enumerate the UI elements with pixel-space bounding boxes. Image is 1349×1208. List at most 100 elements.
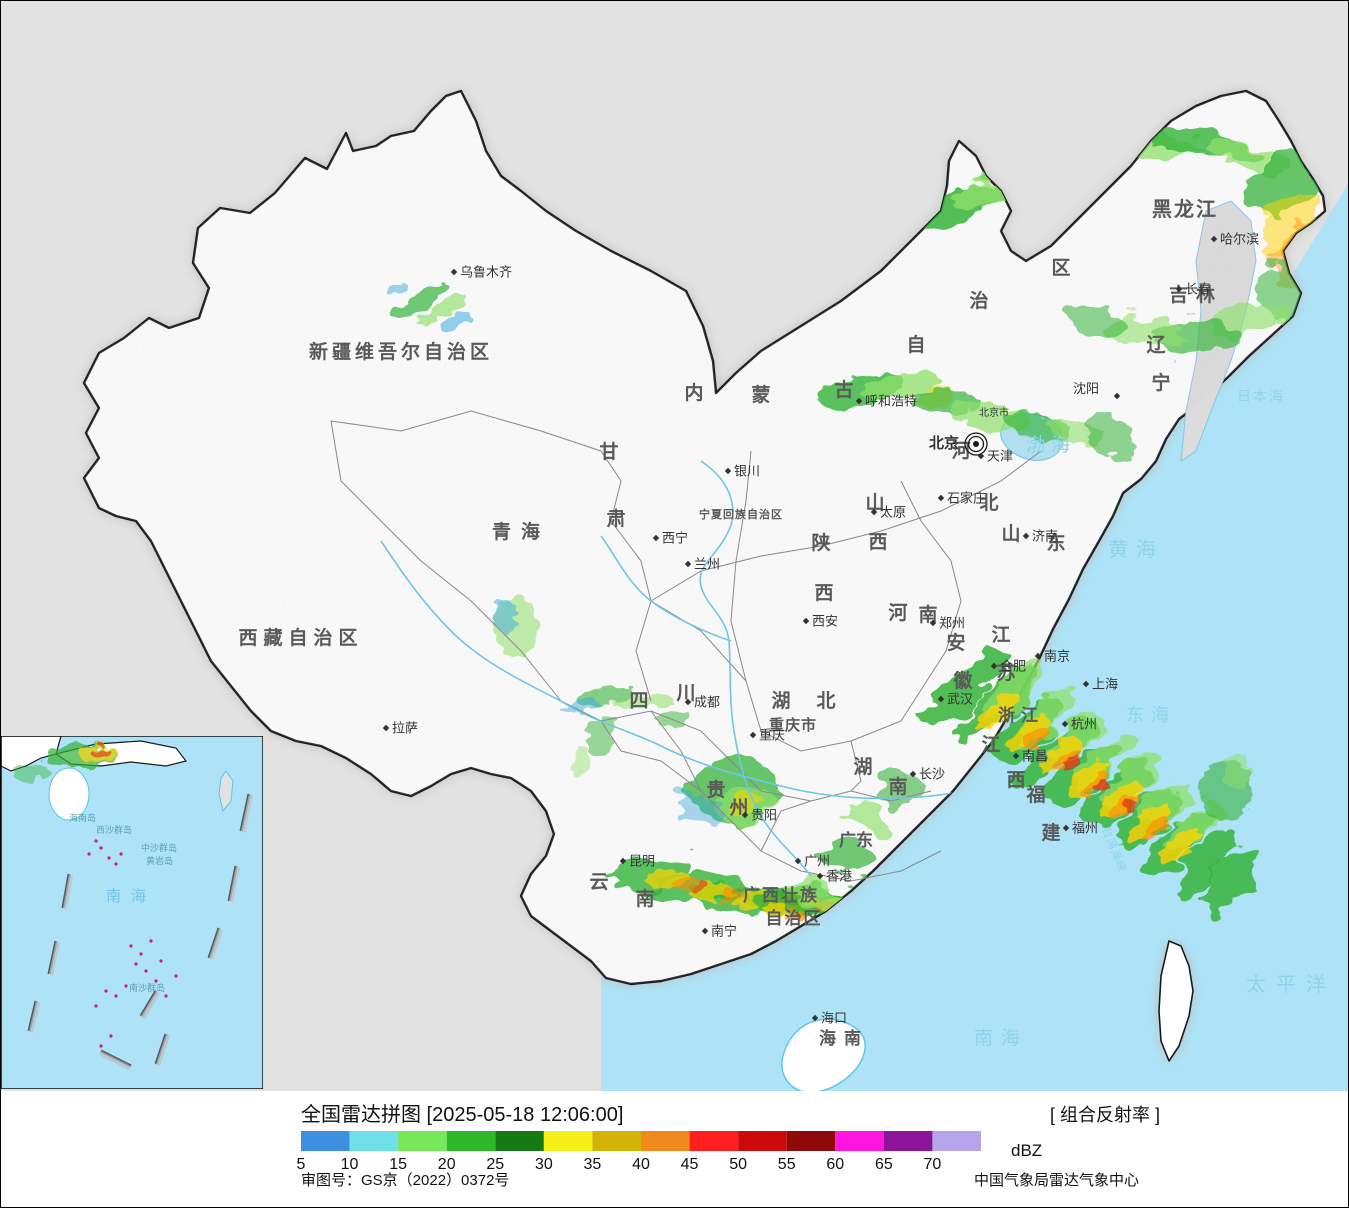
svg-text:石家庄: 石家庄 xyxy=(947,491,986,506)
svg-text:哈尔滨: 哈尔滨 xyxy=(1220,232,1259,247)
svg-text:青海: 青海 xyxy=(492,520,550,543)
svg-text:济南: 济南 xyxy=(1032,529,1058,544)
svg-text:河: 河 xyxy=(888,602,907,624)
svg-text:湖: 湖 xyxy=(853,756,872,778)
svg-text:西: 西 xyxy=(868,532,887,553)
svg-text:30: 30 xyxy=(535,1156,553,1173)
svg-text:香港: 香港 xyxy=(826,869,852,884)
svg-text:贵: 贵 xyxy=(706,779,725,801)
svg-text:山: 山 xyxy=(1001,523,1020,545)
svg-text:银川: 银川 xyxy=(734,464,760,479)
svg-text:古: 古 xyxy=(834,378,853,401)
svg-text:黄岩岛: 黄岩岛 xyxy=(146,855,173,866)
svg-text:西沙群岛: 西沙群岛 xyxy=(96,824,132,835)
svg-text:西藏自治区: 西藏自治区 xyxy=(238,626,363,649)
svg-text:海口: 海口 xyxy=(821,1011,847,1026)
svg-text:区: 区 xyxy=(1051,258,1070,279)
svg-text:治: 治 xyxy=(969,289,988,312)
svg-text:云: 云 xyxy=(589,872,608,893)
svg-text:呼和浩特: 呼和浩特 xyxy=(865,394,917,409)
svg-text:沈阳: 沈阳 xyxy=(1073,381,1099,396)
svg-text:[ 组合反射率 ]: [ 组合反射率 ] xyxy=(1050,1105,1160,1125)
svg-text:郑州: 郑州 xyxy=(939,616,965,631)
svg-text:昆明: 昆明 xyxy=(629,854,655,869)
svg-text:审图号：GS京（2022）0372号: 审图号：GS京（2022）0372号 xyxy=(301,1172,509,1189)
svg-text:55: 55 xyxy=(778,1156,796,1173)
svg-text:陕: 陕 xyxy=(811,531,830,554)
svg-text:湖: 湖 xyxy=(771,690,790,712)
svg-text:江: 江 xyxy=(981,734,1000,756)
svg-text:江: 江 xyxy=(991,624,1010,646)
svg-text:武汉: 武汉 xyxy=(947,692,973,707)
svg-text:宁: 宁 xyxy=(1151,371,1170,394)
svg-text:海南: 海南 xyxy=(819,1028,869,1048)
svg-text:50: 50 xyxy=(729,1156,747,1173)
svg-text:南宁: 南宁 xyxy=(711,924,737,939)
svg-text:西: 西 xyxy=(1006,770,1025,791)
svg-text:南: 南 xyxy=(635,888,654,910)
svg-text:南沙群岛: 南沙群岛 xyxy=(129,982,165,993)
svg-text:25: 25 xyxy=(486,1156,504,1173)
svg-text:乌鲁木齐: 乌鲁木齐 xyxy=(460,265,512,280)
svg-text:建: 建 xyxy=(1041,821,1060,844)
svg-text:60: 60 xyxy=(826,1156,844,1173)
svg-text:西: 西 xyxy=(814,583,833,604)
svg-text:重庆: 重庆 xyxy=(759,728,785,743)
svg-text:北京市: 北京市 xyxy=(979,406,1009,419)
svg-text:西安: 西安 xyxy=(812,614,838,629)
svg-text:蒙: 蒙 xyxy=(751,384,770,406)
svg-text:黄海: 黄海 xyxy=(1108,538,1164,561)
svg-text:徽: 徽 xyxy=(952,669,973,692)
svg-text:广西壮族: 广西壮族 xyxy=(743,885,819,905)
svg-text:贵阳: 贵阳 xyxy=(751,808,777,823)
svg-text:东海: 东海 xyxy=(1126,705,1176,725)
svg-text:黑龙江: 黑龙江 xyxy=(1152,197,1218,221)
svg-text:65: 65 xyxy=(875,1156,893,1173)
svg-text:35: 35 xyxy=(584,1156,602,1173)
svg-text:5: 5 xyxy=(297,1156,306,1173)
svg-text:南海: 南海 xyxy=(106,888,156,905)
svg-text:中国气象局雷达气象中心: 中国气象局雷达气象中心 xyxy=(974,1172,1139,1189)
svg-text:南京: 南京 xyxy=(1044,649,1070,664)
svg-text:自: 自 xyxy=(906,333,925,356)
svg-text:安: 安 xyxy=(946,631,965,654)
svg-text:15: 15 xyxy=(389,1156,407,1173)
svg-text:日本海: 日本海 xyxy=(1237,388,1285,404)
svg-text:肃: 肃 xyxy=(606,507,625,530)
svg-text:40: 40 xyxy=(632,1156,650,1173)
svg-text:70: 70 xyxy=(924,1156,942,1173)
svg-text:dBZ: dBZ xyxy=(1011,1141,1042,1160)
svg-text:宁夏回族自治区: 宁夏回族自治区 xyxy=(699,507,783,521)
svg-text:中沙群岛: 中沙群岛 xyxy=(141,842,177,853)
svg-text:北京: 北京 xyxy=(929,434,959,452)
svg-text:川: 川 xyxy=(675,683,695,704)
svg-text:自治区: 自治区 xyxy=(766,908,823,928)
svg-text:辽: 辽 xyxy=(1146,334,1165,356)
svg-text:45: 45 xyxy=(681,1156,699,1173)
svg-text:全国雷达拼图 [2025-05-18 12:06:00]: 全国雷达拼图 [2025-05-18 12:06:00] xyxy=(301,1103,623,1126)
svg-text:内: 内 xyxy=(684,381,703,404)
svg-text:广东: 广东 xyxy=(839,830,873,850)
svg-text:南昌: 南昌 xyxy=(1022,749,1048,764)
svg-text:甘: 甘 xyxy=(599,441,618,463)
svg-text:海南岛: 海南岛 xyxy=(69,812,96,823)
svg-text:合肥: 合肥 xyxy=(1000,659,1026,674)
svg-text:太平洋: 太平洋 xyxy=(1246,973,1336,996)
svg-text:福州: 福州 xyxy=(1072,821,1098,836)
svg-text:太原: 太原 xyxy=(880,505,906,520)
svg-text:20: 20 xyxy=(438,1156,456,1173)
svg-text:福: 福 xyxy=(1025,783,1045,806)
svg-text:四: 四 xyxy=(629,691,648,712)
svg-text:北: 北 xyxy=(816,690,835,712)
svg-text:南海: 南海 xyxy=(974,1027,1028,1049)
svg-text:10: 10 xyxy=(341,1156,359,1173)
svg-text:新疆维吾尔自治区: 新疆维吾尔自治区 xyxy=(309,340,493,363)
svg-text:渤海: 渤海 xyxy=(1026,434,1076,456)
svg-text:成都: 成都 xyxy=(694,695,720,710)
svg-text:上海: 上海 xyxy=(1092,677,1118,692)
svg-text:兰州: 兰州 xyxy=(694,557,720,572)
svg-text:长春: 长春 xyxy=(1185,282,1211,297)
svg-text:杭州: 杭州 xyxy=(1071,717,1097,732)
svg-text:广州: 广州 xyxy=(804,854,830,869)
svg-text:天津: 天津 xyxy=(987,449,1013,464)
